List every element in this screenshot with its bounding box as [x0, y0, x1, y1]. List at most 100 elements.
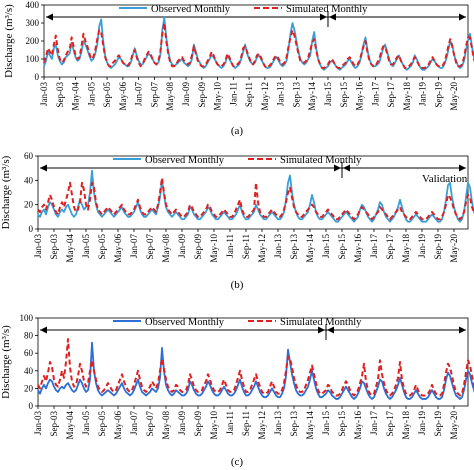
x-tick-label: Sep-09	[193, 234, 203, 260]
x-tick-label: May-04	[65, 411, 75, 440]
y-tick-label: 0	[35, 72, 40, 82]
x-tick-label: May-10	[209, 234, 219, 263]
x-tick-label: Jan-03	[33, 411, 43, 435]
x-tick-label: May-04	[71, 82, 81, 111]
x-tick-label: Sep-03	[49, 411, 59, 437]
series-line-simulated	[43, 22, 474, 69]
y-axis-label: Discharge (m³/s)	[0, 155, 12, 229]
x-tick-label: Sep-03	[55, 82, 65, 108]
x-tick-label: Jan-07	[134, 82, 144, 106]
x-tick-label: Sep-07	[149, 82, 159, 108]
y-tick-label: 300	[26, 18, 40, 28]
x-tick-label: Jan-11	[228, 82, 238, 106]
x-tick-label: Sep-13	[289, 234, 299, 260]
y-tick-label: 0	[29, 401, 34, 411]
period-arrowhead-mid-left	[318, 326, 325, 334]
x-tick-label: Jan-03	[33, 234, 43, 258]
panel-caption: (b)	[231, 279, 244, 291]
legend-label: Observed Monthly	[151, 4, 231, 15]
x-tick-label: Sep-09	[197, 82, 207, 108]
x-tick-label: Sep-13	[291, 82, 301, 108]
period-arrowhead-left	[46, 13, 53, 21]
x-tick-label: May-20	[449, 234, 459, 263]
x-tick-label: Jan-13	[276, 82, 286, 106]
legend-label: Observed Monthly	[145, 155, 225, 166]
x-tick-label: Sep-11	[241, 411, 251, 436]
panel-caption: (c)	[231, 456, 244, 468]
x-tick-label: Sep-09	[193, 411, 203, 437]
series-line-observed	[37, 341, 474, 400]
x-tick-label: May-20	[449, 82, 459, 111]
period-arrowhead-right	[459, 326, 466, 334]
x-tick-label: May-14	[307, 82, 317, 111]
legend-label: Simulated Monthly	[286, 4, 368, 15]
series-line-simulated	[37, 176, 474, 221]
x-tick-label: May-08	[161, 234, 171, 263]
period-arrowhead-mid-left	[319, 13, 327, 21]
chart-panel-b: 0 20 40 60 Discharge (m³/s) Jan-03 Sep-03 May-0…	[0, 151, 474, 291]
x-tick-label: May-06	[113, 411, 123, 440]
x-tick-label: Sep-19	[433, 234, 443, 260]
y-tick-label: 20	[24, 383, 34, 393]
x-tick-label: May-14	[305, 411, 315, 440]
x-tick-label: Jan-13	[273, 411, 283, 435]
x-tick-label: Jan-05	[81, 411, 91, 435]
x-tick-label: Jan-17	[369, 234, 379, 258]
x-tick-label: Jan-17	[369, 411, 379, 435]
x-tick-label: Sep-07	[145, 234, 155, 260]
x-tick-label: May-18	[401, 234, 411, 263]
period-arrowhead-mid-right	[343, 164, 350, 172]
x-tick-label: Jan-15	[321, 234, 331, 258]
chart-panel-a: 0 100 200 300 400 Discharge (m³/s) Jan-03 Sep-0…	[3, 0, 474, 137]
period-arrowhead-mid-right	[328, 13, 336, 21]
series-line-observed	[43, 16, 474, 71]
period-arrowhead-left	[40, 164, 47, 172]
x-tick-label: May-08	[165, 82, 175, 111]
y-tick-label: 100	[26, 54, 40, 64]
period-arrowhead-right	[459, 164, 466, 172]
period-arrowhead-mid-right	[327, 326, 334, 334]
x-tick-label: Sep-07	[145, 411, 155, 437]
y-tick-label: 60	[24, 151, 34, 161]
x-tick-label: Jan-03	[39, 82, 49, 106]
x-tick-label: May-06	[113, 234, 123, 263]
period-arrowhead-mid-left	[334, 164, 341, 172]
x-tick-label: Jan-05	[86, 82, 96, 106]
y-tick-label: 400	[26, 0, 40, 10]
x-tick-label: Jan-09	[177, 411, 187, 435]
y-tick-label: 40	[24, 175, 34, 185]
x-tick-label: Sep-03	[49, 234, 59, 260]
y-tick-label: 20	[24, 200, 34, 210]
y-tick-label: 40	[24, 366, 34, 376]
x-tick-label: Sep-17	[386, 82, 396, 108]
x-tick-label: Jan-15	[321, 411, 331, 435]
x-tick-label: Jan-05	[81, 234, 91, 258]
x-tick-label: May-16	[355, 82, 365, 111]
y-tick-label: 0	[29, 224, 34, 234]
x-tick-label: Sep-13	[289, 411, 299, 437]
chart-panel-c: 0 20 40 60 80 100 Discharge (m³/s) Jan-03 Sep-03…	[0, 313, 474, 468]
x-tick-label: May-10	[213, 82, 223, 111]
x-tick-label: Jan-09	[181, 82, 191, 106]
x-tick-label: May-12	[260, 82, 270, 111]
x-tick-label: May-04	[65, 234, 75, 263]
x-tick-label: May-10	[209, 411, 219, 440]
x-tick-label: Sep-19	[433, 411, 443, 437]
x-tick-label: Jan-17	[370, 82, 380, 106]
x-tick-label: May-20	[449, 411, 459, 440]
x-tick-label: May-12	[257, 411, 267, 440]
x-tick-label: Jan-07	[129, 234, 139, 258]
x-tick-label: Jan-15	[323, 82, 333, 106]
x-tick-label: May-18	[402, 82, 412, 111]
x-tick-label: Jan-19	[418, 82, 428, 106]
y-tick-label: 200	[26, 36, 40, 46]
x-tick-label: May-08	[161, 411, 171, 440]
legend-label: Simulated Monthly	[280, 155, 362, 166]
x-tick-label: May-18	[401, 411, 411, 440]
x-tick-label: Sep-05	[102, 82, 112, 108]
legend-label: Simulated Monthly	[280, 317, 362, 328]
x-tick-label: Jan-19	[417, 411, 427, 435]
x-tick-label: Jan-19	[417, 234, 427, 258]
x-tick-label: Jan-07	[129, 411, 139, 435]
panel-caption: (a)	[231, 125, 244, 137]
